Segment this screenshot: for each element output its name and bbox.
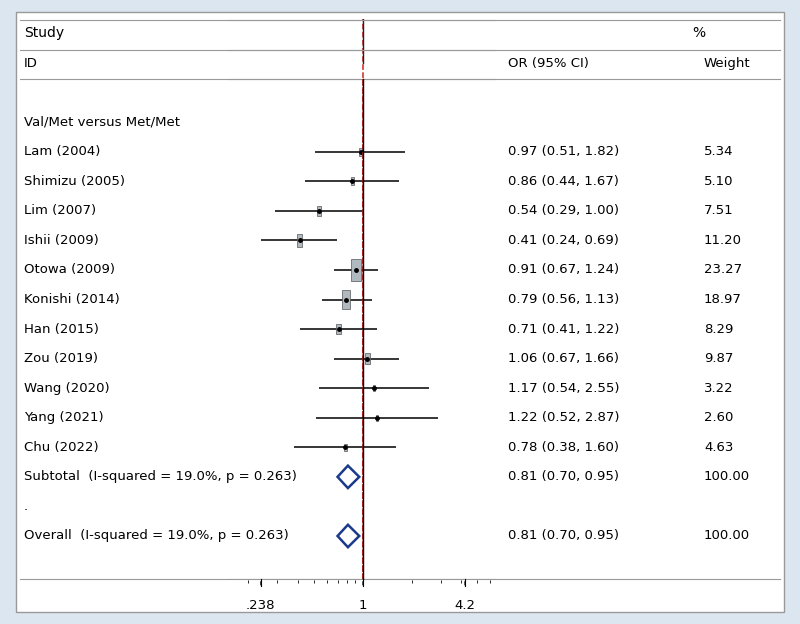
Text: 1: 1	[358, 599, 367, 612]
Text: 3.22: 3.22	[704, 382, 734, 395]
Text: 0.41 (0.24, 0.69): 0.41 (0.24, 0.69)	[508, 234, 619, 247]
Text: 11.20: 11.20	[704, 234, 742, 247]
Text: 8.29: 8.29	[704, 323, 734, 336]
Text: Shimizu (2005): Shimizu (2005)	[24, 175, 125, 188]
Text: 0.79 (0.56, 1.13): 0.79 (0.56, 1.13)	[508, 293, 619, 306]
Text: Lam (2004): Lam (2004)	[24, 145, 100, 158]
Text: 4.63: 4.63	[704, 441, 734, 454]
Bar	[317, 206, 321, 216]
Text: Subtotal  (I-squared = 19.0%, p = 0.263): Subtotal (I-squared = 19.0%, p = 0.263)	[24, 470, 297, 484]
Text: 1.22 (0.52, 2.87): 1.22 (0.52, 2.87)	[508, 411, 619, 424]
Text: ID: ID	[24, 57, 38, 69]
Text: 0.71 (0.41, 1.22): 0.71 (0.41, 1.22)	[508, 323, 619, 336]
Bar	[351, 259, 361, 281]
Text: Konishi (2014): Konishi (2014)	[24, 293, 120, 306]
Text: Ishii (2009): Ishii (2009)	[24, 234, 98, 247]
Text: Chu (2022): Chu (2022)	[24, 441, 98, 454]
Text: Weight: Weight	[704, 57, 750, 69]
Text: %: %	[692, 26, 705, 41]
Text: Study: Study	[24, 26, 64, 41]
Bar	[350, 177, 354, 185]
Text: Val/Met versus Met/Met: Val/Met versus Met/Met	[24, 115, 180, 129]
Text: 7.51: 7.51	[704, 204, 734, 217]
Text: 100.00: 100.00	[704, 470, 750, 484]
Text: .238: .238	[246, 599, 275, 612]
Text: 5.34: 5.34	[704, 145, 734, 158]
Bar	[342, 290, 350, 309]
Text: 9.87: 9.87	[704, 352, 734, 365]
Text: 0.78 (0.38, 1.60): 0.78 (0.38, 1.60)	[508, 441, 619, 454]
Bar	[365, 353, 370, 364]
Text: 0.54 (0.29, 1.00): 0.54 (0.29, 1.00)	[508, 204, 619, 217]
Text: 1.17 (0.54, 2.55): 1.17 (0.54, 2.55)	[508, 382, 619, 395]
Text: Yang (2021): Yang (2021)	[24, 411, 104, 424]
Bar	[336, 324, 341, 334]
Polygon shape	[338, 525, 359, 547]
Text: 0.81 (0.70, 0.95): 0.81 (0.70, 0.95)	[508, 470, 619, 484]
Text: 2.60: 2.60	[704, 411, 734, 424]
Text: Wang (2020): Wang (2020)	[24, 382, 110, 395]
Bar	[344, 444, 346, 451]
Text: 0.86 (0.44, 1.67): 0.86 (0.44, 1.67)	[508, 175, 619, 188]
Bar	[359, 148, 362, 155]
Text: 0.91 (0.67, 1.24): 0.91 (0.67, 1.24)	[508, 263, 619, 276]
Text: Zou (2019): Zou (2019)	[24, 352, 98, 365]
Text: 4.2: 4.2	[454, 599, 475, 612]
Bar	[297, 234, 302, 246]
Text: 1.06 (0.67, 1.66): 1.06 (0.67, 1.66)	[508, 352, 619, 365]
Text: Otowa (2009): Otowa (2009)	[24, 263, 115, 276]
Text: 23.27: 23.27	[704, 263, 742, 276]
Text: .: .	[24, 500, 28, 513]
Text: OR (95% CI): OR (95% CI)	[508, 57, 589, 69]
Text: 100.00: 100.00	[704, 530, 750, 542]
Text: 0.97 (0.51, 1.82): 0.97 (0.51, 1.82)	[508, 145, 619, 158]
Text: 0.81 (0.70, 0.95): 0.81 (0.70, 0.95)	[508, 530, 619, 542]
Text: Overall  (I-squared = 19.0%, p = 0.263): Overall (I-squared = 19.0%, p = 0.263)	[24, 530, 289, 542]
Bar	[373, 385, 375, 391]
Polygon shape	[338, 466, 359, 488]
Text: 5.10: 5.10	[704, 175, 734, 188]
Text: Han (2015): Han (2015)	[24, 323, 99, 336]
Text: 18.97: 18.97	[704, 293, 742, 306]
Bar	[376, 415, 378, 421]
Text: Lim (2007): Lim (2007)	[24, 204, 96, 217]
